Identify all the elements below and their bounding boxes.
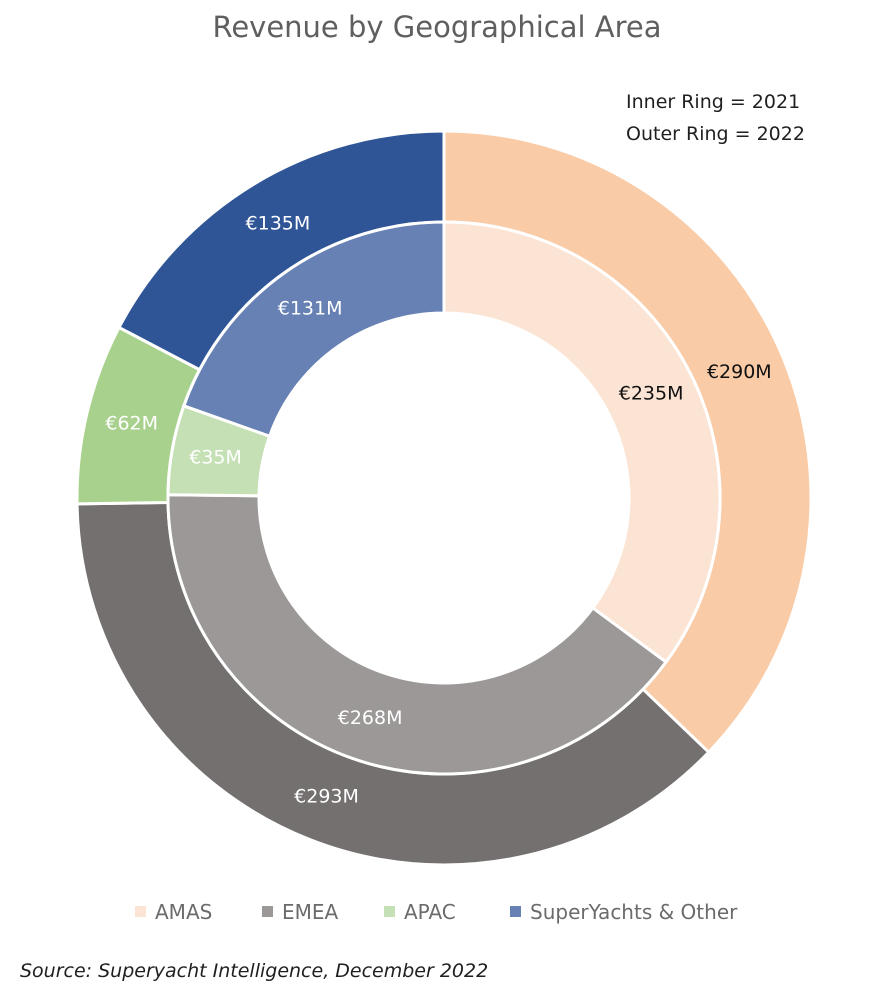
legend-swatch-amas [135,906,146,917]
outer-ring-note: Outer Ring = 2022 [626,123,805,145]
outer-ring-label-amas: €290M [707,361,772,383]
outer-ring-label-apac: €62M [105,413,158,435]
inner-ring-2021 [166,220,722,776]
outer-ring-2022 [75,129,813,867]
inner-ring-slice-emea [166,493,669,776]
outer-ring-label-emea: €293M [294,786,359,808]
inner-ring-label-emea: €268M [338,707,403,729]
legend-label-emea: EMEA [282,900,339,924]
inner-ring-label-superyachts-and-other: €131M [278,298,343,320]
inner-ring-slice-superyachts-and-other [181,220,446,439]
inner-ring-note: Inner Ring = 2021 [626,91,800,113]
source-note: Source: Superyacht Intelligence, Decembe… [20,960,488,982]
inner-ring-label-amas: €235M [619,383,684,405]
legend-swatch-superyachts-and-other [510,906,521,917]
legend-swatch-apac [384,906,395,917]
legend-swatch-emea [262,906,273,917]
outer-ring-label-superyachts-and-other: €135M [246,212,311,234]
inner-ring-label-apac: €35M [189,446,242,468]
legend-label-superyachts-and-other: SuperYachts & Other [530,900,738,924]
chart-title: Revenue by Geographical Area [212,10,661,44]
slice-labels: €235M €268M €35M €131M €290M €293M €62M €135M [105,212,771,807]
inner-ring-slice-amas [442,220,722,665]
legend-label-apac: APAC [404,900,456,924]
legend: AMAS EMEA APAC SuperYachts & Other [135,900,738,924]
legend-label-amas: AMAS [155,900,212,924]
